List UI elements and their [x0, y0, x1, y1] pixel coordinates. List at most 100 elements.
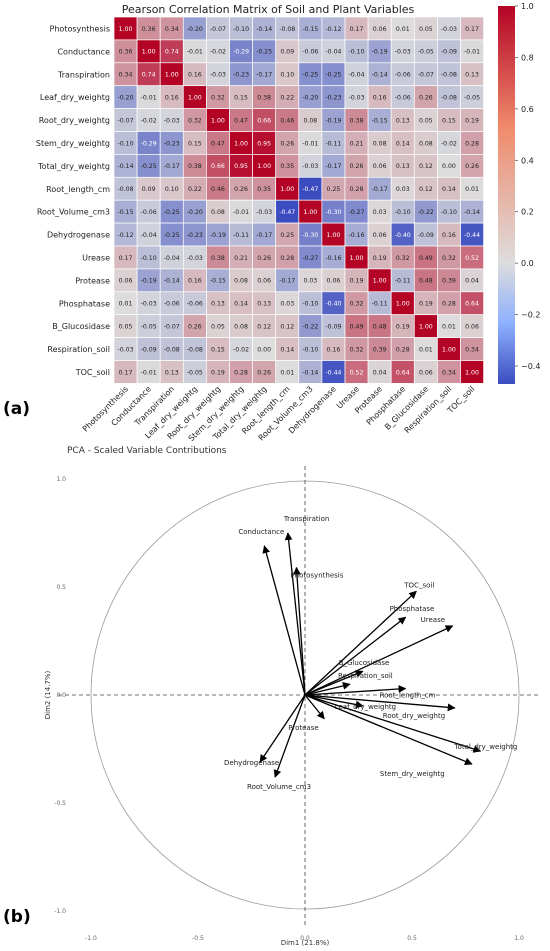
heatmap-value-label: -0.10 [395, 209, 411, 216]
heatmap-value-label: -0.03 [210, 72, 226, 79]
heatmap-value-label: 1.00 [119, 26, 133, 33]
heatmap-value-label: 0.26 [419, 94, 433, 101]
heatmap-value-label: 1.00 [465, 369, 479, 376]
pca-vector-label: Transpiration [283, 515, 329, 523]
heatmap-value-label: -0.19 [372, 49, 388, 56]
heatmap-value-label: 0.13 [211, 301, 225, 308]
pca-vector-arrow [304, 625, 454, 696]
heatmap-value-label: 0.26 [465, 163, 479, 170]
heatmap-value-label: 1.00 [419, 323, 433, 330]
heatmap-value-label: 0.34 [465, 346, 479, 353]
heatmap-value-label: -0.10 [141, 255, 157, 262]
heatmap-row-label: Stem_dry_weightg [36, 139, 110, 148]
pca-vector-label: Urease [421, 616, 445, 624]
heatmap-value-label: -0.40 [325, 301, 341, 308]
heatmap-value-label: 0.35 [280, 163, 294, 170]
heatmap-value-label: -0.08 [279, 26, 295, 33]
heatmap-row-labels: Photosynthesis Conductance Transpiration Le… [36, 24, 110, 377]
pca-x-tick-label: 1.0 [514, 935, 524, 942]
heatmap-value-label: -0.11 [372, 301, 388, 308]
heatmap-value-label: -0.01 [302, 140, 318, 147]
pca-x-tick-label: 0.5 [407, 935, 417, 942]
heatmap-value-label: 0.48 [373, 323, 387, 330]
heatmap-value-label: 0.10 [165, 186, 179, 193]
heatmap-value-label: 1.00 [142, 49, 156, 56]
heatmap-value-label: 0.26 [234, 186, 248, 193]
heatmap-value-label: -0.06 [395, 72, 411, 79]
colorbar-tick-label: 0.8 [521, 53, 534, 62]
heatmap-value-label: -0.01 [141, 94, 157, 101]
heatmap-value-label: -0.06 [395, 94, 411, 101]
heatmap-value-label: 0.01 [119, 301, 133, 308]
heatmap-value-label: -0.03 [302, 163, 318, 170]
heatmap-value-label: -0.23 [164, 140, 180, 147]
pca-vector-arrow [304, 682, 351, 696]
heatmap-row-label: Transpiration [57, 70, 110, 79]
heatmap-value-label: 0.06 [373, 26, 387, 33]
pca-y-tick-label: 0.0 [56, 692, 66, 699]
heatmap-value-label: 0.66 [257, 117, 271, 124]
heatmap-value-label: 0.17 [465, 26, 479, 33]
pca-vector-arrow [284, 532, 306, 696]
heatmap-value-label: -0.02 [141, 117, 157, 124]
heatmap-value-label: -0.22 [418, 209, 434, 216]
heatmap-value-label: -0.03 [164, 117, 180, 124]
heatmap-value-label: 0.22 [188, 186, 202, 193]
pca-x-axis-label: Dim1 (21.8%) [281, 939, 330, 947]
heatmap-row-label: TOC_soil [75, 368, 110, 377]
heatmap-value-label: 0.47 [211, 140, 225, 147]
heatmap-value-label: 1.00 [327, 232, 341, 239]
heatmap-value-label: 0.17 [119, 369, 133, 376]
heatmap-value-label: -0.12 [325, 26, 341, 33]
heatmap-value-label: -0.22 [302, 323, 318, 330]
heatmap-value-label: 1.00 [303, 209, 317, 216]
heatmap-value-label: 0.12 [257, 323, 271, 330]
pca-y-tick-label: -0.5 [54, 800, 66, 807]
pca-vector-label: Stem_dry_weightg [380, 770, 445, 778]
heatmap-value-label: 0.09 [142, 186, 156, 193]
heatmap-value-label: 0.05 [211, 323, 225, 330]
heatmap-value-label: 0.19 [211, 369, 225, 376]
heatmap-row-label: Phosphatase [59, 299, 110, 308]
heatmap-value-label: -0.17 [256, 72, 272, 79]
colorbar-tick-label: 1.0 [521, 2, 534, 11]
heatmap-value-label: 1.00 [257, 163, 271, 170]
pca-vector-arrow [304, 685, 407, 696]
heatmap-value-label: 0.25 [327, 186, 341, 193]
heatmap-value-label: -0.05 [418, 49, 434, 56]
pca-y-tick-label: 1.0 [56, 476, 66, 483]
heatmap-value-label: -0.20 [118, 94, 134, 101]
heatmap-value-label: 0.04 [373, 369, 387, 376]
heatmap-value-label: 0.52 [350, 369, 364, 376]
heatmap-value-label: 0.00 [442, 163, 456, 170]
pca-vector-arrow [304, 694, 364, 709]
heatmap-value-label: -0.14 [302, 369, 318, 376]
heatmap-value-label: -0.30 [325, 209, 341, 216]
heatmap-value-label: 0.06 [327, 278, 341, 285]
heatmap-value-label: 0.08 [303, 117, 317, 124]
heatmap-value-label: -0.08 [118, 186, 134, 193]
heatmap-value-label: 1.00 [211, 117, 225, 124]
heatmap-value-label: -0.04 [325, 49, 341, 56]
colorbar-tick-label: 0.2 [521, 208, 534, 217]
heatmap-value-label: 0.32 [442, 255, 456, 262]
heatmap-value-label: 0.95 [234, 163, 248, 170]
heatmap-value-label: 0.12 [419, 163, 433, 170]
heatmap-value-label: 0.34 [119, 72, 133, 79]
pca-vector-arrow [293, 566, 306, 696]
heatmap-value-label: -0.17 [164, 163, 180, 170]
heatmap-value-label: 0.46 [280, 117, 294, 124]
heatmap-value-label: -0.07 [210, 26, 226, 33]
pca-y-tick-label: 0.5 [56, 584, 66, 591]
heatmap-value-label: 0.03 [303, 278, 317, 285]
heatmap-value-label: 1.00 [373, 278, 387, 285]
heatmap-value-label: 0.21 [234, 255, 248, 262]
heatmap-value-label: -0.27 [349, 209, 365, 216]
heatmap-value-label: 0.49 [419, 255, 433, 262]
heatmap-value-label: 0.08 [211, 209, 225, 216]
heatmap-value-label: -0.14 [256, 26, 272, 33]
heatmap-value-label: -0.29 [141, 140, 157, 147]
heatmap-value-label: 0.26 [257, 255, 271, 262]
heatmap-value-label: 1.00 [396, 301, 410, 308]
heatmap-value-label: -0.25 [164, 209, 180, 216]
